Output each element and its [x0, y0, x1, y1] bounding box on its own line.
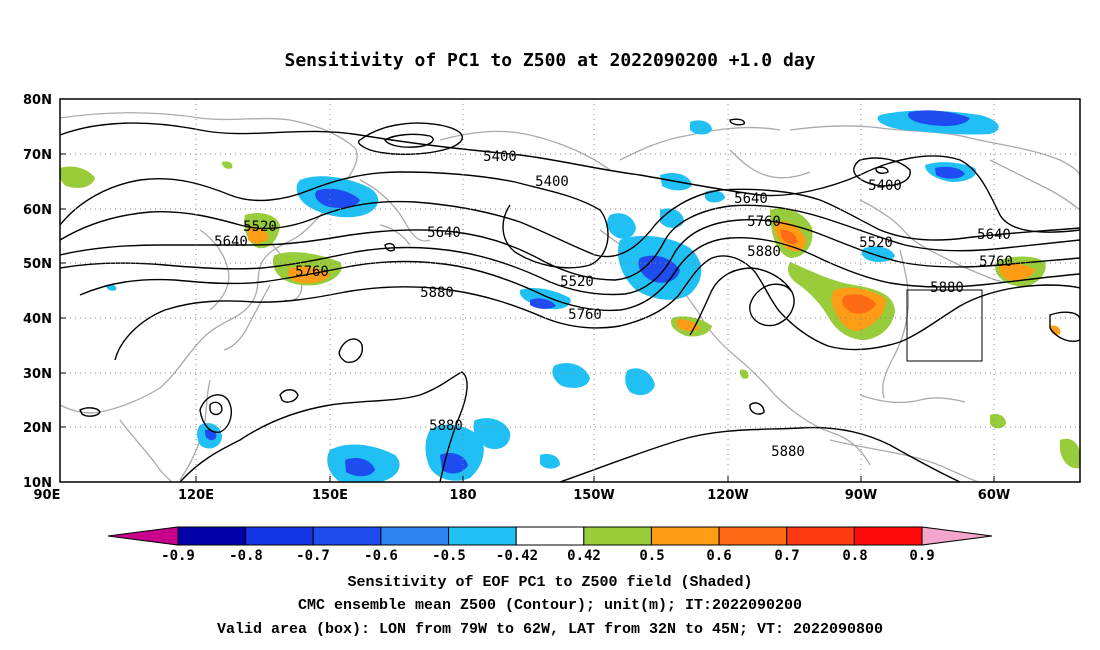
colorbar-label: 0.6: [706, 548, 731, 564]
colorbar-label: -0.6: [364, 548, 398, 564]
lon-label: 150E: [312, 488, 348, 503]
map-title: Sensitivity of PC1 to Z500 at 2022090200…: [284, 50, 816, 71]
valid-area-box: [906, 289, 983, 362]
plot-border: [59, 98, 1081, 483]
contour-label: 5520: [560, 274, 594, 290]
colorbar-swatch: [448, 526, 517, 546]
lat-label: 50N: [23, 257, 52, 272]
sensitivity-shading: [60, 110, 1080, 482]
graticule: [60, 99, 1080, 482]
lon-label: 90W: [845, 488, 877, 503]
longitude-labels: 90E 120E 150E 180 150W 120W 90W 60W: [34, 488, 1011, 503]
lat-label: 10N: [23, 476, 52, 491]
colorbar-label: -0.5: [432, 548, 466, 564]
colorbar-swatch: [650, 526, 720, 546]
colorbar-swatch: [312, 526, 382, 546]
caption-valid-area: Valid area (box): LON from 79W to 62W, L…: [216, 621, 884, 638]
contour-label: 5520: [243, 219, 277, 235]
contour-label: 5520: [859, 235, 893, 251]
colorbar-label: 0.9: [909, 548, 934, 564]
colorbar-label: -0.8: [229, 548, 263, 564]
contour-label: 5400: [868, 178, 902, 194]
contour-label: 5880: [930, 280, 964, 296]
contour-label: 5400: [483, 149, 517, 165]
contour-label: 5880: [771, 444, 805, 460]
colorbar: -0.9 -0.8 -0.7 -0.6 -0.5 -0.42 0.42 0.5 …: [107, 526, 993, 564]
colorbar-high-extension: [921, 526, 993, 546]
lon-label: 150W: [573, 488, 614, 503]
contour-label: 5760: [295, 264, 329, 280]
caption-shaded: Sensitivity of EOF PC1 to Z500 field (Sh…: [347, 574, 753, 591]
contour-label: 5880: [420, 285, 454, 301]
lon-label: 120E: [178, 488, 214, 503]
colorbar-label: -0.42: [496, 548, 538, 564]
contour-label: 5640: [214, 234, 248, 250]
contour-labels: 5400 5400 5400 5520 5520 5520 5640 5640 …: [214, 149, 1013, 460]
contour-label: 5760: [979, 254, 1013, 270]
contour-label: 5880: [747, 244, 781, 260]
lat-label: 30N: [23, 367, 52, 382]
colorbar-label: 0.8: [842, 548, 867, 564]
colorbar-low-extension: [107, 526, 179, 546]
colorbar-swatch: [853, 526, 923, 546]
colorbar-swatch: [583, 526, 652, 546]
caption-contour: CMC ensemble mean Z500 (Contour); unit(m…: [297, 597, 803, 614]
colorbar-swatch: [515, 526, 585, 546]
z500-contours: [60, 118, 1080, 482]
lon-label: 60W: [978, 488, 1010, 503]
colorbar-label: -0.9: [161, 548, 195, 564]
contour-label: 5640: [427, 225, 461, 241]
lat-label: 60N: [23, 203, 52, 218]
colorbar-swatch: [380, 526, 450, 546]
lat-label: 70N: [23, 148, 52, 163]
lat-label: 80N: [23, 93, 52, 108]
lon-label: 90E: [34, 488, 61, 503]
colorbar-swatch: [718, 526, 788, 546]
colorbar-swatch: [245, 526, 314, 546]
contour-label: 5400: [535, 174, 569, 190]
lat-label: 20N: [23, 421, 52, 436]
latitude-labels: 80N 70N 60N 50N 40N 30N 20N 10N: [23, 93, 52, 491]
contour-label: 5760: [747, 214, 781, 230]
lon-label: 180: [449, 488, 476, 503]
colorbar-label: 0.42: [567, 548, 601, 564]
axis-ticks: [60, 153, 995, 482]
contour-label: 5760: [568, 307, 602, 323]
lon-label: 120W: [707, 488, 748, 503]
colorbar-swatch: [177, 526, 247, 546]
lat-label: 40N: [23, 312, 52, 327]
colorbar-label: 0.7: [774, 548, 799, 564]
colorbar-swatch: [786, 526, 855, 546]
contour-label: 5880: [429, 418, 463, 434]
colorbar-label: -0.7: [296, 548, 330, 564]
colorbar-label: 0.5: [639, 548, 664, 564]
contour-label: 5640: [734, 191, 768, 207]
